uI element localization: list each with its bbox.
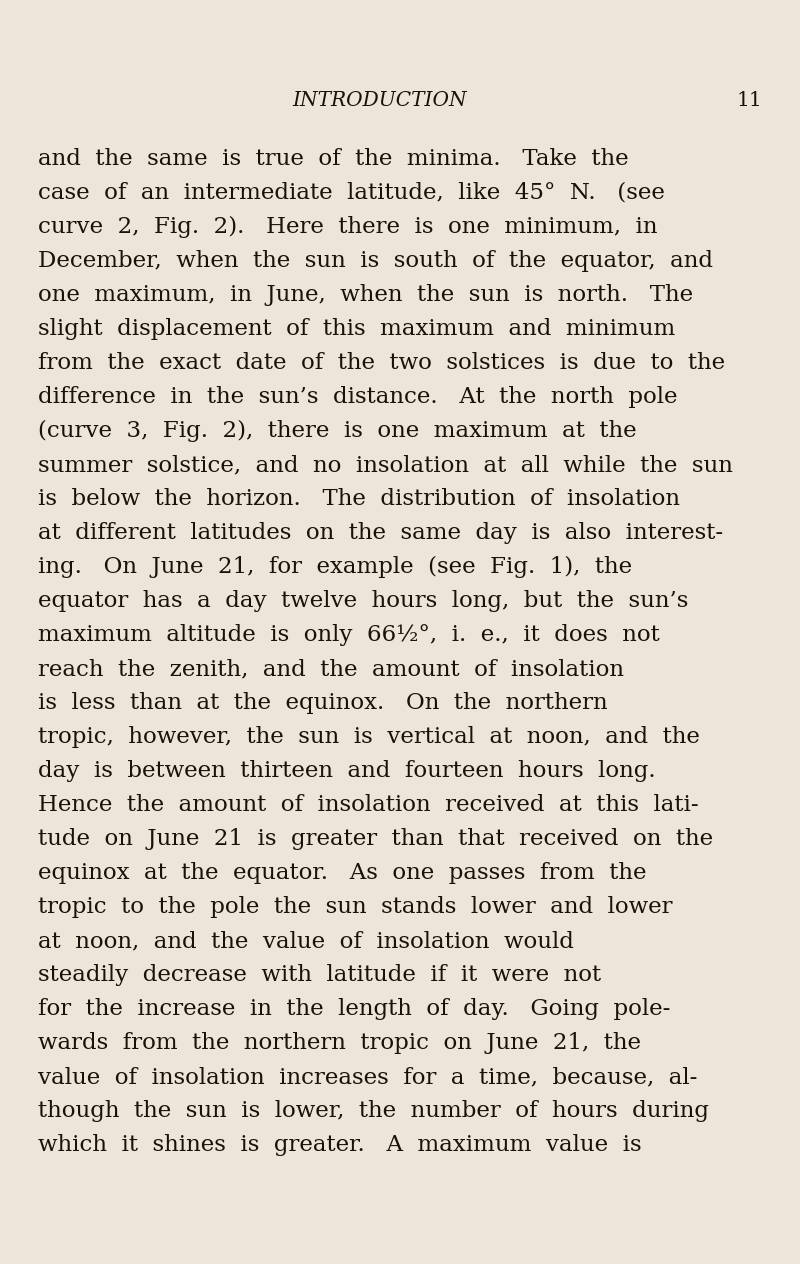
Text: at  different  latitudes  on  the  same  day  is  also  interest-: at different latitudes on the same day i… <box>38 522 723 544</box>
Text: though  the  sun  is  lower,  the  number  of  hours  during: though the sun is lower, the number of h… <box>38 1100 709 1122</box>
Text: equinox  at  the  equator.   As  one  passes  from  the: equinox at the equator. As one passes fr… <box>38 862 646 884</box>
Text: ing.   On  June  21,  for  example  (see  Fig.  1),  the: ing. On June 21, for example (see Fig. 1… <box>38 556 632 578</box>
Text: one  maximum,  in  June,  when  the  sun  is  north.   The: one maximum, in June, when the sun is no… <box>38 284 693 306</box>
Text: INTRODUCTION: INTRODUCTION <box>293 91 467 110</box>
Text: tude  on  June  21  is  greater  than  that  received  on  the: tude on June 21 is greater than that rec… <box>38 828 713 849</box>
Text: and  the  same  is  true  of  the  minima.   Take  the: and the same is true of the minima. Take… <box>38 148 629 169</box>
Text: difference  in  the  sun’s  distance.   At  the  north  pole: difference in the sun’s distance. At the… <box>38 386 678 408</box>
Text: which  it  shines  is  greater.   A  maximum  value  is: which it shines is greater. A maximum va… <box>38 1134 642 1157</box>
Text: reach  the  zenith,  and  the  amount  of  insolation: reach the zenith, and the amount of inso… <box>38 659 624 680</box>
Text: at  noon,  and  the  value  of  insolation  would: at noon, and the value of insolation wou… <box>38 930 574 952</box>
Text: slight  displacement  of  this  maximum  and  minimum: slight displacement of this maximum and … <box>38 319 675 340</box>
Text: December,  when  the  sun  is  south  of  the  equator,  and: December, when the sun is south of the e… <box>38 250 713 272</box>
Text: is  below  the  horizon.   The  distribution  of  insolation: is below the horizon. The distribution o… <box>38 488 680 509</box>
Text: from  the  exact  date  of  the  two  solstices  is  due  to  the: from the exact date of the two solstices… <box>38 351 725 374</box>
Text: steadily  decrease  with  latitude  if  it  were  not: steadily decrease with latitude if it we… <box>38 964 601 986</box>
Text: maximum  altitude  is  only  66½°,  i.  e.,  it  does  not: maximum altitude is only 66½°, i. e., it… <box>38 624 660 646</box>
Text: tropic,  however,  the  sun  is  vertical  at  noon,  and  the: tropic, however, the sun is vertical at … <box>38 726 700 748</box>
Text: case  of  an  intermediate  latitude,  like  45°  N.   (see: case of an intermediate latitude, like 4… <box>38 182 665 204</box>
Text: tropic  to  the  pole  the  sun  stands  lower  and  lower: tropic to the pole the sun stands lower … <box>38 896 673 918</box>
Text: curve  2,  Fig.  2).   Here  there  is  one  minimum,  in: curve 2, Fig. 2). Here there is one mini… <box>38 216 658 238</box>
Text: Hence  the  amount  of  insolation  received  at  this  lati-: Hence the amount of insolation received … <box>38 794 698 817</box>
Text: summer  solstice,  and  no  insolation  at  all  while  the  sun: summer solstice, and no insolation at al… <box>38 454 733 477</box>
Text: is  less  than  at  the  equinox.   On  the  northern: is less than at the equinox. On the nort… <box>38 691 608 714</box>
Text: day  is  between  thirteen  and  fourteen  hours  long.: day is between thirteen and fourteen hou… <box>38 760 656 782</box>
Text: wards  from  the  northern  tropic  on  June  21,  the: wards from the northern tropic on June 2… <box>38 1031 641 1054</box>
Text: 11: 11 <box>736 91 762 110</box>
Text: value  of  insolation  increases  for  a  time,  because,  al-: value of insolation increases for a time… <box>38 1066 698 1088</box>
Text: (curve  3,  Fig.  2),  there  is  one  maximum  at  the: (curve 3, Fig. 2), there is one maximum … <box>38 420 637 442</box>
Text: equator  has  a  day  twelve  hours  long,  but  the  sun’s: equator has a day twelve hours long, but… <box>38 590 688 612</box>
Text: for  the  increase  in  the  length  of  day.   Going  pole-: for the increase in the length of day. G… <box>38 999 670 1020</box>
